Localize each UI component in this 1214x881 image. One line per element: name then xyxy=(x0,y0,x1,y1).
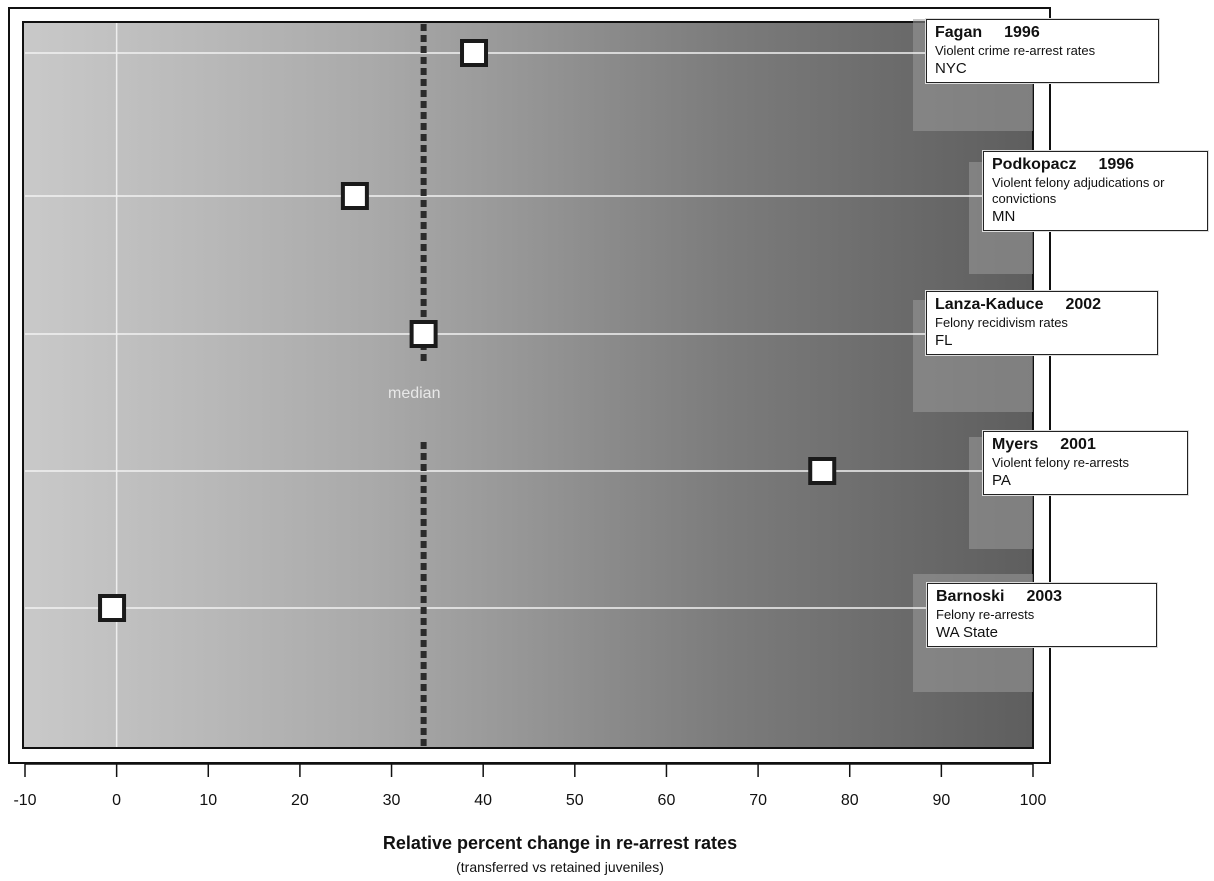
study-measure: Violent felony adjudications or convicti… xyxy=(992,175,1165,206)
study-year: 1996 xyxy=(1004,24,1040,41)
study-label-box: Podkopacz 1996 Violent felony adjudication… xyxy=(983,151,1208,231)
study-location: PA xyxy=(992,472,1011,489)
plot-area xyxy=(22,21,1034,749)
x-axis-title: Relative percent change in re-arrest rat… xyxy=(382,833,738,853)
data-point xyxy=(460,39,489,67)
x-tick-label: 60 xyxy=(658,792,676,809)
study-year: 2002 xyxy=(1065,296,1102,313)
x-tick-label: -10 xyxy=(13,792,36,809)
study-label-box: Barnoski 2003 Felony re-arrests WA State xyxy=(927,583,1157,647)
study-header: Podkopacz 1996 xyxy=(992,156,1199,174)
study-header: Lanza-Kaduce 2002 xyxy=(935,296,1149,314)
study-year: 1996 xyxy=(1098,156,1135,173)
x-tick-label: 50 xyxy=(566,792,584,809)
data-point xyxy=(98,594,127,622)
study-author: Barnoski xyxy=(936,588,1005,605)
x-axis-subtitle: (transferred vs retained juveniles) xyxy=(456,859,664,875)
median-label: median xyxy=(388,385,441,402)
x-tick-label: 70 xyxy=(749,792,767,809)
x-tick-label: 40 xyxy=(474,792,492,809)
x-tick-label: 20 xyxy=(291,792,309,809)
study-header: Barnoski 2003 xyxy=(936,588,1148,606)
study-label-box: Fagan 1996 Violent crime re-arrest rates NY… xyxy=(926,19,1159,83)
study-year: 2003 xyxy=(1026,588,1063,605)
study-author: Myers xyxy=(992,436,1039,453)
study-location: MN xyxy=(992,208,1016,225)
study-measure: Violent crime re-arrest rates xyxy=(935,43,1096,58)
study-header: Myers 2001 xyxy=(992,436,1179,454)
study-label-box: Myers 2001 Violent felony re-arrests PA xyxy=(983,431,1188,495)
study-measure: Felony re-arrests xyxy=(936,607,1035,622)
study-location: WA State xyxy=(936,624,998,641)
study-location: FL xyxy=(935,332,953,349)
study-year: 2001 xyxy=(1060,436,1096,453)
x-tick-label: 30 xyxy=(383,792,401,809)
study-measure: Violent felony re-arrests xyxy=(992,455,1130,470)
x-tick-label: 10 xyxy=(199,792,217,809)
data-point xyxy=(808,457,837,485)
study-measure: Felony recidivism rates xyxy=(935,315,1068,330)
study-author: Fagan xyxy=(935,24,983,41)
data-point xyxy=(409,320,438,348)
x-tick-label: 100 xyxy=(1020,792,1047,809)
x-tick-label: 80 xyxy=(841,792,859,809)
study-location: NYC xyxy=(935,60,967,77)
study-label-box: Lanza-Kaduce 2002 Felony recidivism rates F… xyxy=(926,291,1158,355)
data-point xyxy=(340,182,369,210)
x-tick-label: 90 xyxy=(932,792,950,809)
study-author: Lanza-Kaduce xyxy=(935,296,1044,313)
x-tick-label: 0 xyxy=(112,792,121,809)
study-header: Fagan 1996 xyxy=(935,24,1150,42)
study-author: Podkopacz xyxy=(992,156,1077,173)
